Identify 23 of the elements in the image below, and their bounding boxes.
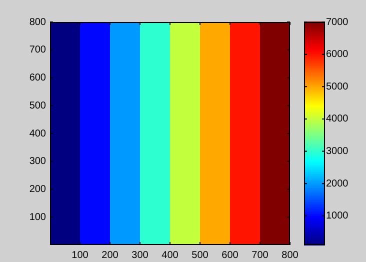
y-tick-label: 800 [29,16,46,28]
color-bar-label: 2000 [326,178,349,190]
x-tick-label: 300 [132,250,149,261]
color-bar-label: 7000 [326,16,349,28]
y-tick-label: 200 [29,184,46,195]
x-tick-label: 800 [282,250,299,261]
y-tick-label: 500 [29,100,46,112]
y-tick-label: 100 [29,212,46,223]
x-tick-label: 400 [162,250,179,261]
y-tick-label: 300 [29,156,46,168]
color-bar-label: 1000 [326,210,349,222]
color-bar-label: 4000 [326,114,349,125]
y-tick-label: 400 [29,128,46,140]
x-tick-label: 700 [252,250,269,261]
x-tick-label: 200 [102,250,119,261]
x-tick-label: 600 [222,250,239,261]
x-tick-label: 100 [72,250,89,261]
y-tick-label: 700 [29,44,46,56]
color-bar-label: 6000 [326,49,349,60]
y-tick-label: 600 [29,72,46,84]
x-tick-label: 500 [192,250,209,261]
color-bar-label: 5000 [326,81,349,92]
color-bar-label: 3000 [326,146,349,158]
